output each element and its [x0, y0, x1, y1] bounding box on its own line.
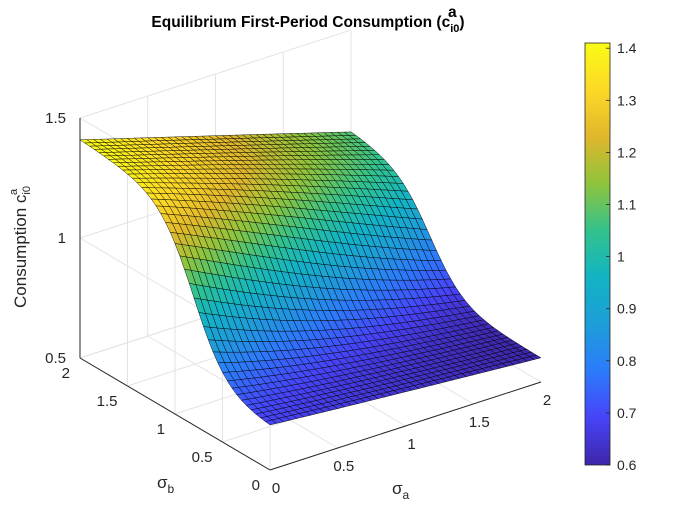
colorbar-ticks: 0.6 0.7 0.8 0.9 1 1.1 1.2 1.3 1.4 [606, 40, 637, 473]
colorbar-tick-label: 0.7 [617, 405, 637, 421]
chart-title-sub: i0 [450, 23, 459, 35]
y-tick-label: 1 [157, 421, 165, 438]
z-axis-label-sub: i0 [21, 186, 33, 195]
colorbar-tick-label: 1.2 [617, 144, 637, 160]
x-tick-label: 0 [272, 480, 280, 497]
colorbar-tick-label: 1.1 [617, 197, 637, 213]
x-axis-label-sub: a [403, 488, 410, 502]
y-axis-label-sub: b [168, 482, 175, 496]
x-axis-label: σa [392, 479, 410, 502]
z-axis-label-text: Consumption c [11, 194, 30, 308]
z-tick-label: 1.5 [45, 110, 66, 127]
y-axis-label: σb [157, 473, 175, 496]
x-tick-label: 2 [543, 392, 551, 409]
x-axis-label-symbol: σ [392, 479, 403, 498]
y-tick-label: 0 [252, 477, 260, 494]
chart-title: Equilibrium First-Period Consumption (ci… [151, 14, 464, 35]
z-tick-label: 0.5 [45, 350, 66, 367]
y-tick-label: 1.5 [97, 393, 118, 410]
surface-patch [528, 354, 542, 360]
z-tick-label: 1 [58, 230, 66, 247]
colorbar-tick-label: 1.4 [617, 40, 637, 56]
colorbar-tick-label: 0.8 [617, 353, 637, 369]
y-tick-label: 0.5 [192, 449, 213, 466]
chart-title-main: Equilibrium First-Period Consumption (c [151, 14, 450, 31]
colorbar-tick-label: 1.3 [617, 92, 637, 108]
colorbar [584, 42, 611, 466]
z-axis-label-sup: a [8, 188, 20, 195]
x-tick-label: 1 [407, 436, 415, 453]
y-tick-label: 2 [62, 365, 70, 382]
colorbar-tick-label: 1 [617, 249, 625, 265]
surface-mesh [79, 131, 542, 426]
x-tick-label: 0.5 [333, 458, 354, 475]
chart-title-close: ) [459, 14, 464, 31]
z-axis-label: Consumption ci0 a [8, 186, 33, 308]
x-axis-line [269, 381, 542, 471]
chart-title-sup: a [448, 4, 457, 21]
y-axis-line [79, 357, 271, 471]
colorbar-tick-label: 0.6 [617, 457, 637, 473]
y-axis-label-symbol: σ [157, 473, 168, 492]
svg-text:Consumption ci0: Consumption ci0 [11, 186, 33, 308]
colorbar-tick-label: 0.9 [617, 301, 637, 317]
x-tick-label: 1.5 [469, 414, 490, 431]
